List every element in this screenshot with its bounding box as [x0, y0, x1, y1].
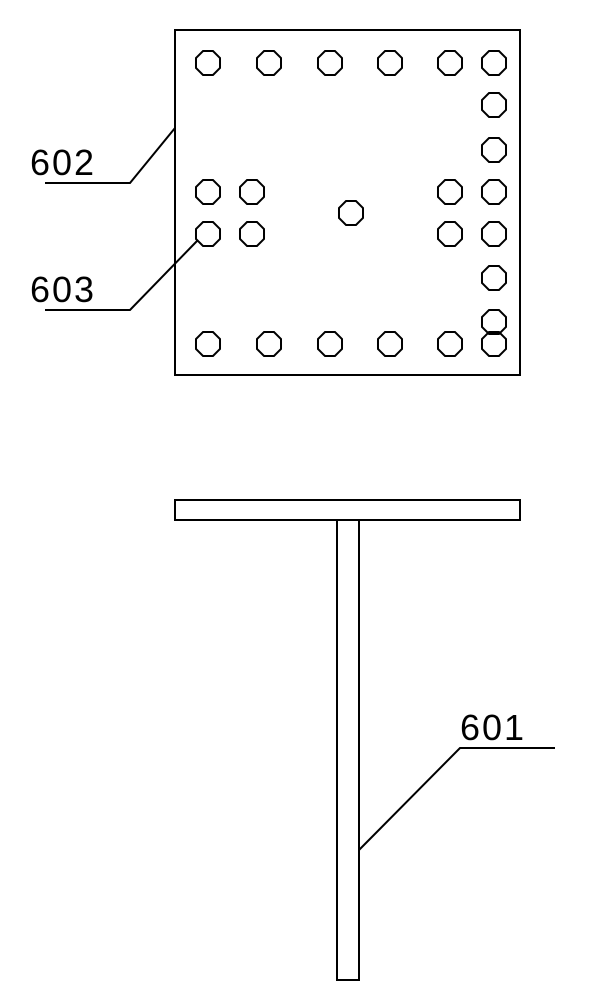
hole-2: [318, 51, 342, 75]
hole-1: [257, 51, 281, 75]
holes-group: [196, 51, 506, 356]
hole-21: [318, 332, 342, 356]
hole-19: [196, 332, 220, 356]
hole-20: [257, 332, 281, 356]
hole-11: [482, 180, 506, 204]
hole-12: [339, 201, 363, 225]
t-shape-stem: [337, 520, 359, 980]
hole-18: [482, 310, 506, 334]
label-602: 602: [30, 142, 96, 183]
hole-13: [196, 222, 220, 246]
hole-3: [378, 51, 402, 75]
hole-15: [438, 222, 462, 246]
hole-24: [482, 332, 506, 356]
top-plate: [175, 30, 520, 375]
hole-22: [378, 332, 402, 356]
hole-23: [438, 332, 462, 356]
hole-14: [240, 222, 264, 246]
label-601: 601: [460, 707, 526, 748]
hole-17: [482, 266, 506, 290]
hole-16: [482, 222, 506, 246]
hole-8: [196, 180, 220, 204]
hole-0: [196, 51, 220, 75]
label-603: 603: [30, 269, 96, 310]
hole-5: [482, 51, 506, 75]
t-shape-top: [175, 500, 520, 520]
hole-4: [438, 51, 462, 75]
hole-9: [240, 180, 264, 204]
leader-line-601: [359, 748, 555, 850]
hole-7: [482, 138, 506, 162]
hole-6: [482, 93, 506, 117]
hole-10: [438, 180, 462, 204]
